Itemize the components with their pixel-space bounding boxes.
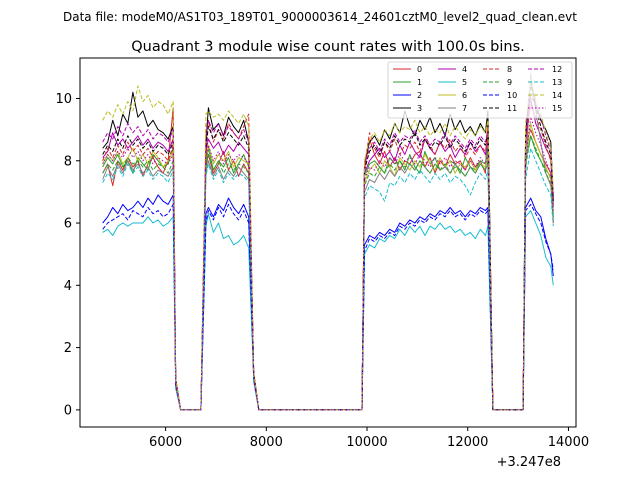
x-tick-label: 6000 — [149, 435, 182, 450]
legend-label-7: 7 — [462, 104, 467, 113]
legend-label-12: 12 — [552, 65, 562, 74]
x-tick-label: 12000 — [447, 435, 488, 450]
legend-label-13: 13 — [552, 78, 562, 87]
legend-label-14: 14 — [552, 91, 562, 100]
legend-label-0: 0 — [417, 65, 422, 74]
x-axis-ticks: 6000 8000 10000 12000 14000 — [149, 427, 589, 450]
legend-label-15: 15 — [552, 104, 562, 113]
y-tick-label: 2 — [64, 341, 72, 356]
series-line-15 — [102, 116, 554, 411]
x-tick-label: 10000 — [346, 435, 387, 450]
x-offset-label: +3.247e8 — [497, 455, 561, 470]
y-tick-label: 6 — [64, 217, 72, 232]
legend-label-6: 6 — [462, 91, 467, 100]
y-tick-label: 4 — [64, 279, 72, 294]
legend-label-4: 4 — [462, 65, 467, 74]
chart-title: Quadrant 3 module wise count rates with … — [131, 39, 525, 55]
y-tick-label: 0 — [64, 403, 72, 418]
legend-label-5: 5 — [462, 78, 467, 87]
legend-label-8: 8 — [507, 65, 512, 74]
series-layer — [102, 73, 554, 411]
legend-label-11: 11 — [507, 104, 517, 113]
y-tick-label: 8 — [64, 154, 72, 169]
legend-label-2: 2 — [417, 91, 422, 100]
axes-frame — [79, 57, 577, 428]
x-tick-label: 14000 — [548, 435, 589, 450]
legend-label-9: 9 — [507, 78, 512, 87]
series-line-10 — [102, 203, 554, 411]
legend-label-3: 3 — [417, 104, 422, 113]
y-tick-label: 10 — [55, 92, 72, 107]
legend-frame — [387, 61, 573, 119]
legend-label-1: 1 — [417, 78, 422, 87]
y-axis-ticks: 0 2 4 6 8 10 — [55, 92, 80, 418]
chart-suptitle: Data file: modeM0/AS1T03_189T01_90000036… — [63, 10, 577, 24]
legend-label-10: 10 — [507, 91, 517, 100]
x-tick-label: 8000 — [250, 435, 283, 450]
